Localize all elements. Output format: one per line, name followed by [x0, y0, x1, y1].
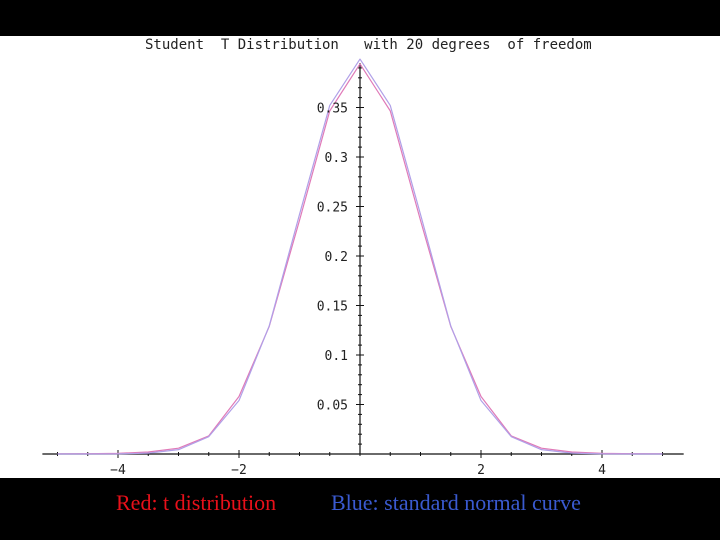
tick-labels: −4 −2 2 4 0.05 0.1 0.15 0.2 0.25 0.3 0.35	[110, 102, 606, 479]
axes	[42, 62, 684, 458]
y-tick-label: 0.2	[325, 250, 348, 265]
y-tick-label: 0.25	[317, 201, 348, 216]
chart-title: Student T Distribution with 20 degrees o…	[145, 37, 592, 53]
legend-caption-bar: Red: t distribution Blue: standard norma…	[0, 478, 720, 540]
y-tick-label: 0.3	[325, 151, 348, 166]
x-tick-label: 4	[598, 463, 606, 478]
y-tick-label: 0.1	[325, 349, 348, 364]
x-tick-label: 2	[477, 463, 485, 478]
plot-area: −4 −2 2 4 0.05 0.1 0.15 0.2 0.25 0.3 0.35 Student …	[0, 36, 720, 478]
x-tick-label: −4	[110, 463, 126, 478]
series-line-t-distribution	[57, 63, 663, 455]
y-tick-label: 0.15	[317, 300, 348, 315]
chart-svg: −4 −2 2 4 0.05 0.1 0.15 0.2 0.25 0.3 0.35	[42, 58, 684, 479]
y-tick-label: 0.35	[317, 102, 348, 117]
series-line-normal-curve	[57, 58, 663, 455]
y-tick-label: 0.05	[317, 399, 348, 414]
legend-blue-label: Blue: standard normal curve	[331, 490, 581, 515]
series-lines	[57, 58, 663, 455]
legend-red-label: Red: t distribution	[116, 490, 277, 515]
x-tick-label: −2	[231, 463, 247, 478]
